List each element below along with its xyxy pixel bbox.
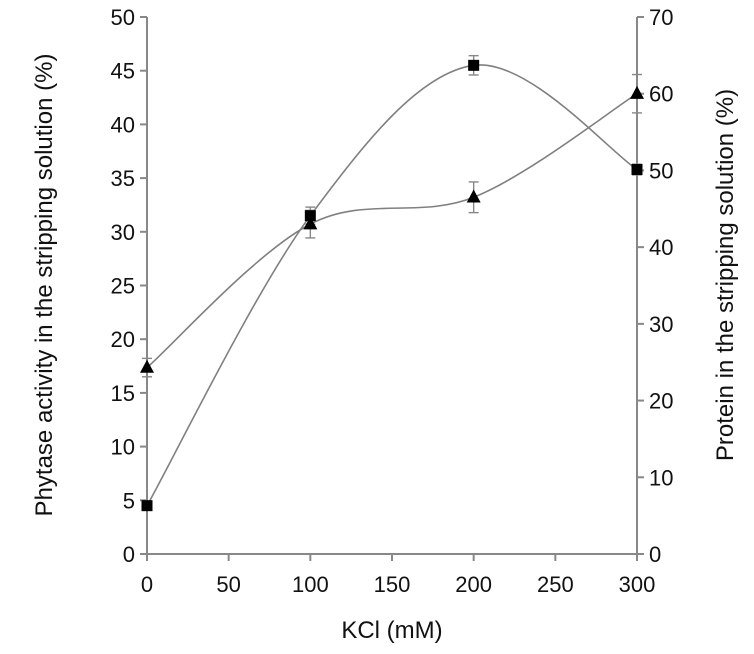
error-bars	[142, 54, 642, 511]
y-left-tick-label: 5	[123, 488, 135, 513]
x-tick-label: 200	[455, 572, 492, 597]
x-tick-label: 100	[292, 572, 329, 597]
x-tick-label: 250	[537, 572, 574, 597]
y-left-tick-label: 20	[111, 327, 135, 352]
data-point-triangle	[140, 359, 154, 373]
y-axis-right-title: Protein in the stripping solution (%)	[712, 89, 739, 461]
data-point-square	[304, 210, 316, 222]
series-markers	[140, 59, 644, 512]
y-left-tick-label: 35	[111, 166, 135, 191]
y-left-tick-label: 40	[111, 112, 135, 137]
data-point-triangle	[630, 85, 644, 99]
y-left-tick-label: 45	[111, 59, 135, 84]
y-right-tick-label: 0	[649, 542, 661, 567]
y-axis-left-title: Phytase activity in the stripping soluti…	[31, 54, 58, 517]
data-point-triangle	[303, 216, 318, 230]
y-right-tick-label: 40	[649, 235, 673, 260]
y-right-tick-label: 60	[649, 82, 673, 107]
data-point-square	[141, 500, 153, 512]
series-line-triangle	[146, 93, 638, 369]
ticks: 0 50 100 150 200 250 300 0 5 10 15 20 25 30 35 40 45 50 0 1…	[111, 5, 674, 597]
y-right-tick-label: 20	[649, 389, 673, 414]
series-lines	[146, 64, 638, 507]
data-point-triangle	[466, 189, 481, 203]
y-left-tick-label: 15	[111, 381, 135, 406]
axes	[146, 17, 638, 555]
y-right-tick-label: 70	[649, 5, 673, 30]
series-line-square	[146, 64, 638, 507]
x-tick-label: 0	[141, 572, 153, 597]
x-tick-label: 300	[619, 572, 656, 597]
x-tick-label: 50	[216, 572, 240, 597]
y-left-tick-label: 0	[123, 542, 135, 567]
x-tick-label: 150	[374, 572, 411, 597]
data-point-square	[631, 164, 643, 176]
data-point-square	[468, 59, 480, 71]
y-left-tick-label: 30	[111, 220, 135, 245]
y-right-tick-label: 30	[649, 312, 673, 337]
y-right-tick-label: 50	[649, 158, 673, 183]
y-right-tick-label: 10	[649, 465, 673, 490]
y-left-tick-label: 50	[111, 5, 135, 30]
y-left-tick-label: 25	[111, 274, 135, 299]
x-axis-title: KCl (mM)	[341, 617, 442, 644]
y-left-tick-label: 10	[111, 435, 135, 460]
